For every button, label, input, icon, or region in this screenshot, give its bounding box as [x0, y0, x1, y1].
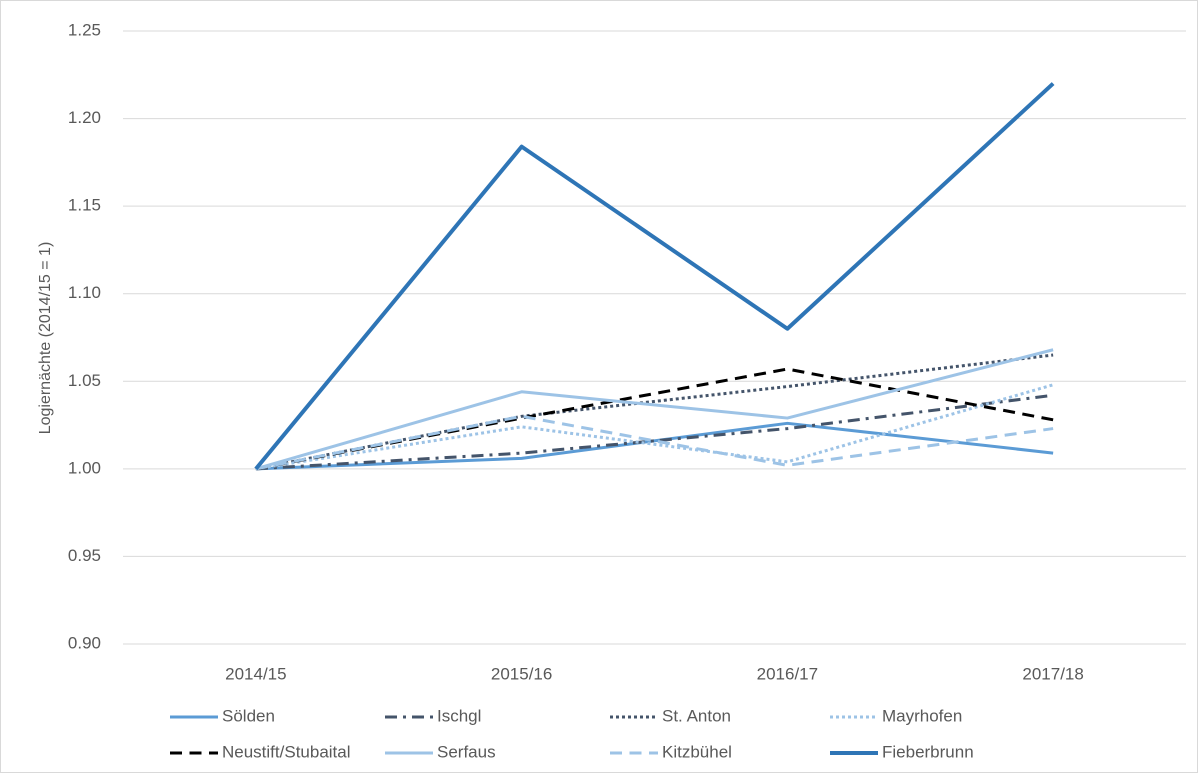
y-tick-label: 0.90: [68, 633, 101, 652]
legend-label: Kitzbühel: [662, 742, 732, 761]
legend-label: Ischgl: [437, 706, 481, 725]
y-tick-label: 1.10: [68, 283, 101, 302]
legend-label: Fieberbrunn: [882, 742, 974, 761]
y-tick-label: 1.15: [68, 196, 101, 215]
y-tick-label: 1.00: [68, 458, 101, 477]
legend-label: Serfaus: [437, 742, 496, 761]
series-line: [255, 353, 1054, 471]
series-line: [254, 82, 1055, 471]
series-line: [255, 383, 1054, 471]
x-tick-label: 2015/16: [491, 664, 552, 683]
x-tick-label: 2014/15: [225, 664, 286, 683]
legend-label: Sölden: [222, 706, 275, 725]
legend-label: Mayrhofen: [882, 706, 962, 725]
y-axis-label: Logiernächte (2014/15 = 1): [37, 242, 54, 435]
y-tick-label: 1.05: [68, 371, 101, 390]
legend-label: St. Anton: [662, 706, 731, 725]
series-line: [255, 393, 1054, 471]
x-tick-label: 2017/18: [1022, 664, 1083, 683]
y-tick-label: 1.25: [68, 20, 101, 39]
y-tick-label: 1.20: [68, 108, 101, 127]
series-line: [255, 348, 1054, 471]
series-line: [255, 421, 1054, 471]
y-tick-label: 0.95: [68, 546, 101, 565]
x-tick-label: 2016/17: [757, 664, 818, 683]
legend-label: Neustift/Stubaital: [222, 742, 351, 761]
